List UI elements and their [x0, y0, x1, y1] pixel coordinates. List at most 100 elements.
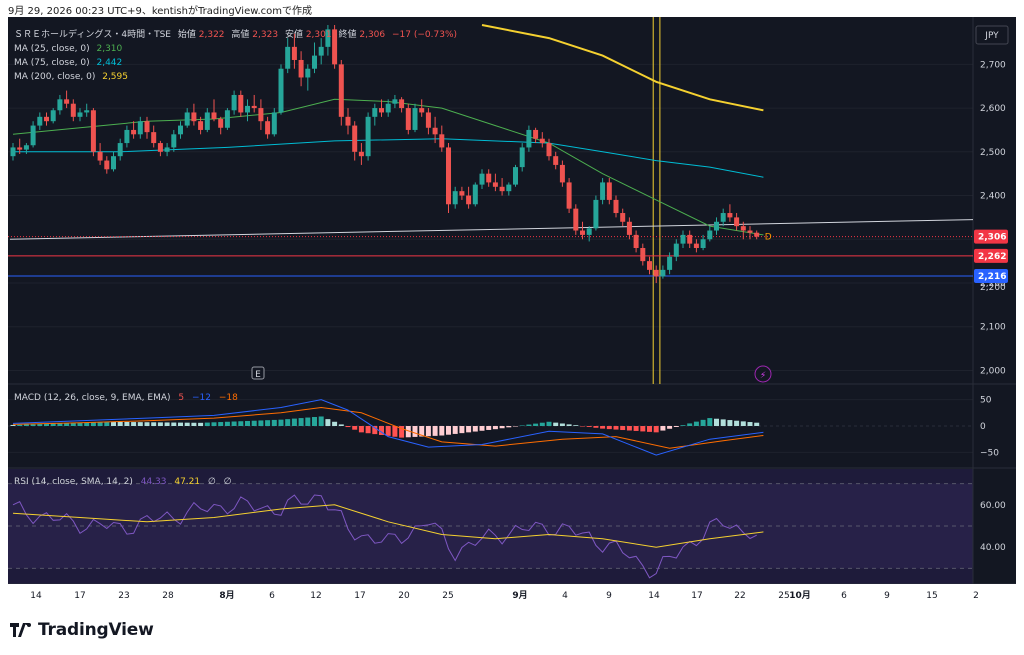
candle-102 [693, 239, 699, 253]
macd-hist-bar-1 [17, 424, 23, 426]
price-tick-0: 2,000 [980, 366, 1006, 376]
candle-body-29 [204, 112, 210, 130]
candle-body-109 [740, 226, 746, 231]
ma75-legend[interactable]: MA (75, close, 0) 2,442 [14, 58, 122, 68]
macd-hist-bar-73 [499, 426, 505, 429]
time-tick-0: 14 [30, 591, 42, 601]
macd-hist-bar-34 [238, 421, 244, 426]
candle-17 [124, 125, 130, 148]
candle-43 [298, 51, 304, 87]
macd-hist-bar-63 [432, 426, 438, 436]
candle-25 [178, 121, 183, 139]
ma200-legend[interactable]: MA (200, close, 0) 2,595 [14, 72, 128, 82]
time-tick-18: 6 [841, 591, 847, 601]
macd-hist-bar-23 [164, 422, 170, 426]
d-tag[interactable]: D [765, 233, 772, 243]
candle-41 [285, 38, 291, 74]
ma25-legend[interactable]: MA (25, close, 0) 2,310 [14, 44, 123, 54]
candle-36 [251, 94, 257, 113]
candle-73 [499, 178, 505, 196]
candle-46 [318, 38, 324, 65]
dividend-marker[interactable]: ⚡ [754, 365, 772, 383]
macd-hist-bar-62 [425, 426, 431, 437]
candle-32 [224, 108, 230, 130]
tradingview-logo[interactable]: TradingView [10, 620, 154, 640]
candle-100 [680, 230, 686, 249]
macd-hist-bar-103 [700, 419, 706, 426]
horizontal-price-lines[interactable] [8, 219, 974, 277]
tradingview-logo-icon [10, 623, 31, 637]
red-line-tag-box [974, 248, 1008, 263]
macd-legend[interactable]: MACD (12, 26, close, 9, EMA, EMA) 5 −12 … [14, 393, 238, 403]
macd-hist-bar-80 [546, 421, 552, 426]
candle-body-21 [151, 132, 157, 144]
rsi-axis: 60.00 40.00 [980, 501, 1006, 553]
earnings-marker[interactable]: E [251, 366, 265, 380]
candle-56 [385, 99, 391, 117]
rsi-legend[interactable]: RSI (14, close, SMA, 14, 2) 44.33 47.21 … [14, 477, 232, 487]
macd-hist-bar-2 [23, 424, 29, 426]
time-tick-1: 17 [74, 591, 85, 601]
candle-body-42 [291, 46, 297, 60]
candlesticks[interactable] [10, 25, 760, 283]
macd-hist-bar-37 [258, 420, 264, 426]
candle-61 [419, 99, 425, 117]
time-tick-21: 2 [973, 591, 979, 601]
header-text: 9月 29, 2026 00:23 UTC+9、kentishがTradingV… [8, 6, 313, 17]
macd-hist-bar-50 [345, 426, 351, 428]
price-axis[interactable]: 2,0002,1002,2002,3002,4002,5002,6002,700… [974, 60, 1008, 376]
candle-body-3 [30, 125, 36, 146]
candle-28 [198, 116, 204, 135]
candle-body-58 [399, 99, 405, 109]
macd-hist-bar-94 [640, 426, 646, 432]
candle-body-92 [626, 221, 632, 235]
macd-hist-bar-6 [50, 423, 56, 426]
blue-line-tag: 2,216 [978, 272, 1006, 282]
macd-hist-bar-86 [586, 426, 592, 427]
macd-hist-bar-84 [573, 425, 579, 426]
time-axis[interactable]: 14 17 23 28 8月 6 12 17 20 25 9月 4 9 14 17 22 25 10月 6 9 15 2 [8, 584, 1016, 605]
candle-body-103 [700, 239, 706, 249]
candle-body-99 [673, 243, 679, 257]
symbol-legend[interactable]: ＳＲＥホールディングス・4時間・TSE 始値 2,322 高値 2,323 安値… [14, 28, 457, 40]
blue-line-tag-box [974, 268, 1008, 283]
macd-hist-bar-13 [97, 421, 103, 426]
candle-body-56 [385, 103, 391, 113]
candle-body-94 [640, 248, 646, 262]
macd-hist-bar-92 [626, 426, 632, 431]
candle-10 [77, 108, 83, 122]
macd-hist-bar-5 [44, 423, 49, 426]
macd-hist-bar-10 [77, 422, 83, 426]
candle-body-16 [117, 143, 123, 157]
macd-hist-bar-104 [707, 418, 713, 426]
high-label: 高値 [231, 28, 249, 40]
macd-line [12, 399, 764, 456]
macd-pane[interactable] [10, 399, 764, 456]
time-tick-13: 14 [648, 591, 660, 601]
macd-hist-bar-19 [137, 422, 143, 426]
candle-20 [144, 116, 150, 139]
candle-body-36 [251, 105, 257, 109]
time-tick-14: 17 [691, 591, 702, 601]
high-value: 2,323 [252, 30, 278, 40]
macd-hist-bar-27 [191, 422, 197, 426]
candle-107 [727, 204, 733, 222]
rsi-pane[interactable] [8, 483, 973, 579]
chart-canvas[interactable]: 2,0002,1002,2002,3002,4002,5002,6002,700… [8, 17, 1016, 605]
time-tick-3: 28 [162, 591, 174, 601]
price-tick-2: 2,200 [980, 279, 1006, 289]
candle-37 [258, 99, 264, 130]
macd-hist-bar-11 [84, 422, 90, 426]
candle-80 [546, 138, 552, 161]
macd-signal-line [12, 406, 764, 449]
macd-hist-bar-72 [492, 426, 498, 430]
macd-hist-bar-0 [10, 424, 16, 426]
price-tick-4: 2,400 [980, 192, 1006, 202]
macd-hist-bar-52 [358, 426, 364, 433]
rsi-line [12, 494, 757, 579]
candle-body-66 [452, 191, 458, 205]
candle-body-10 [77, 112, 83, 117]
currency-box[interactable] [975, 25, 1009, 45]
candle-23 [164, 143, 170, 157]
vertical-marker-lines[interactable] [652, 17, 661, 384]
